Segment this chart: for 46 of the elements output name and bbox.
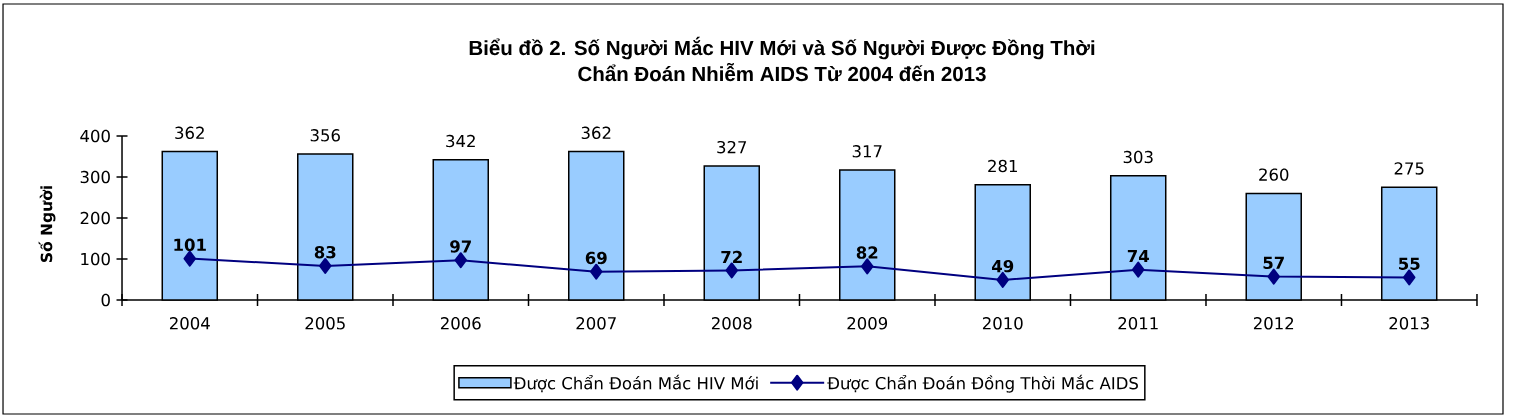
point [1402, 269, 1416, 286]
data-label: 74 [1127, 250, 1149, 263]
x-tick-label: 2010 [982, 317, 1023, 330]
data-label: 317 [852, 145, 882, 158]
data-label: 101 [174, 238, 206, 252]
data-label: 362 [581, 126, 611, 140]
y-tick-label: 300 [80, 170, 110, 184]
point [1267, 268, 1280, 285]
point [1131, 261, 1145, 278]
point [183, 250, 197, 267]
data-label: 83 [314, 245, 336, 259]
data-label: 327 [717, 140, 747, 154]
chart-title: Biểu đồ 2. Số Người Mắc HIV Mới và Số Người Được Đồng Thời Chẩn Đoán Nhiễm AIDS Từ 2004 đến 2013 [469, 36, 1095, 82]
x-tick-label: 2007 [576, 317, 616, 330]
y-tick-label: 400 [80, 129, 110, 143]
x-tick-label: 2011 [1118, 317, 1158, 330]
legend-label: Được Chẩn Đoán Mắc HIV Mới [513, 374, 758, 393]
data-label: 49 [992, 259, 1014, 273]
data-label: 69 [585, 251, 607, 265]
x-tick-label: 2006 [440, 317, 481, 330]
y-tick-label: 100 [81, 252, 110, 266]
point [454, 252, 468, 269]
data-label: 97 [450, 240, 471, 253]
data-label: 342 [446, 134, 475, 148]
x-tick-label: 2013 [1389, 317, 1429, 330]
legend-label: Được Chẩn Đoán Đồng Thời Mắc AIDS [827, 374, 1138, 393]
y-tick-label: 0 [101, 293, 110, 307]
y-tick-label: 200 [80, 211, 110, 225]
data-label: 362 [175, 126, 204, 140]
point [725, 262, 738, 279]
data-label: 55 [1399, 257, 1420, 270]
x-tick-label: 2005 [305, 317, 345, 330]
data-label: 72 [721, 250, 742, 263]
data-label: 303 [1123, 150, 1153, 164]
x-tick-label: 2004 [169, 317, 210, 330]
data-label: 275 [1394, 162, 1424, 175]
x-tick-label: 2012 [1253, 317, 1294, 330]
y-axis-title: Số Người [38, 186, 56, 263]
data-label: 281 [988, 159, 1017, 173]
data-label: 82 [856, 246, 878, 259]
data-label: 260 [1259, 168, 1289, 181]
data-label: 57 [1263, 256, 1284, 270]
x-tick-label: 2008 [711, 317, 752, 330]
x-tick-label: 2009 [847, 317, 888, 330]
point [860, 258, 874, 275]
data-label: 356 [310, 129, 340, 142]
